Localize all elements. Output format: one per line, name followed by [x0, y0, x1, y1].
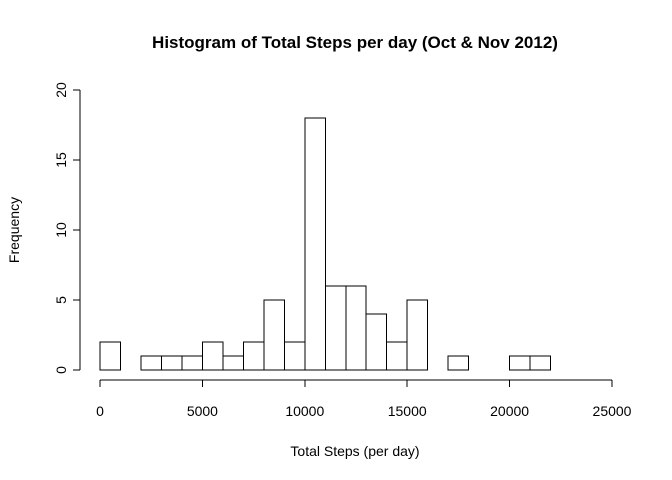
- y-tick-label: 0: [53, 366, 69, 374]
- histogram-bar: [509, 355, 531, 371]
- histogram-bar: [304, 117, 326, 371]
- histogram-bar: [283, 341, 306, 371]
- x-axis: 0 5000 10000 15000 20000 25000: [96, 379, 632, 419]
- histogram-bar: [386, 341, 408, 371]
- histogram-bar: [324, 285, 347, 371]
- x-tick-label: 10000: [285, 403, 324, 419]
- chart-title: Histogram of Total Steps per day (Oct & …: [152, 33, 558, 52]
- y-axis: 0 5 10 15 20: [53, 82, 81, 374]
- histogram-bar: [529, 355, 552, 371]
- histogram-bar: [365, 313, 388, 371]
- x-tick-label: 25000: [593, 403, 632, 419]
- histogram-bars: [99, 117, 552, 371]
- y-tick-label: 10: [53, 222, 69, 238]
- histogram-bar: [242, 341, 265, 371]
- x-tick-label: 15000: [388, 403, 427, 419]
- x-axis-label: Total Steps (per day): [290, 443, 419, 459]
- histogram-bar: [99, 341, 121, 371]
- histogram-bar: [181, 355, 203, 371]
- histogram-bar: [263, 299, 285, 371]
- x-tick-label: 20000: [490, 403, 529, 419]
- y-tick-label: 15: [53, 152, 69, 168]
- histogram-bar: [406, 299, 429, 371]
- histogram-bar: [160, 355, 183, 371]
- histogram-bar: [447, 355, 470, 371]
- histogram-bar: [345, 285, 367, 371]
- y-tick-label: 5: [53, 296, 69, 304]
- x-tick-label: 0: [96, 403, 104, 419]
- x-tick-label: 5000: [187, 403, 218, 419]
- histogram-bar: [140, 355, 162, 371]
- histogram-bar: [222, 355, 244, 371]
- y-axis-label: Frequency: [6, 197, 22, 263]
- y-tick-label: 20: [53, 82, 69, 98]
- histogram-bar: [201, 341, 224, 371]
